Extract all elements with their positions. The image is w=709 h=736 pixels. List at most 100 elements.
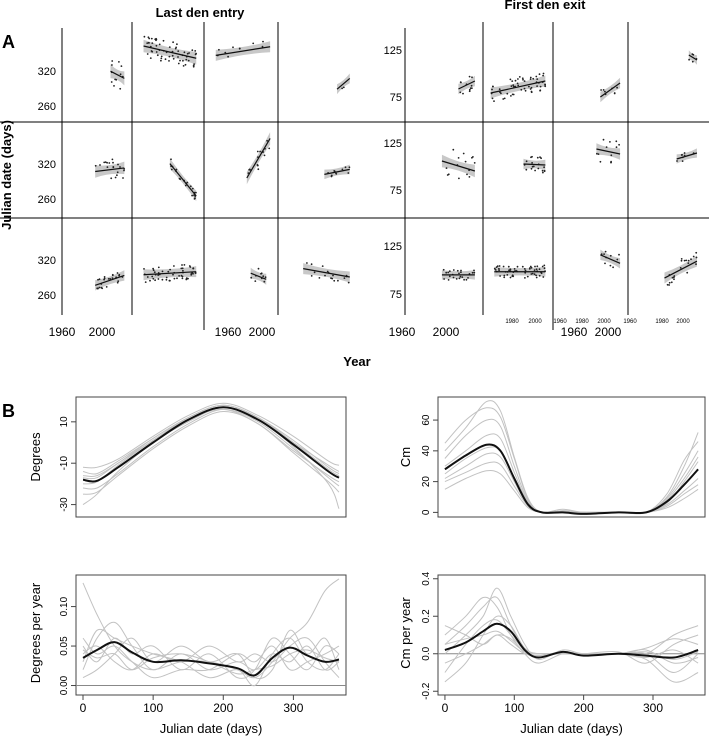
b4-ytick-label-1: 0.2 bbox=[421, 609, 432, 623]
a-entry-point-8-21 bbox=[96, 287, 99, 290]
a-entry-point-1-22 bbox=[193, 63, 196, 65]
a-entry-point-1-37 bbox=[188, 52, 191, 54]
a-entry-point-1-36 bbox=[158, 43, 161, 46]
a-entry-point-1-29 bbox=[151, 50, 154, 53]
b4-xtick-label-2: 200 bbox=[574, 701, 594, 715]
a-entry-point-1-57 bbox=[191, 49, 194, 52]
a-entry-point-9-30 bbox=[152, 269, 155, 272]
a-exit-trend-line-11 bbox=[664, 260, 698, 279]
a-entry-point-9-54 bbox=[168, 279, 171, 282]
a-exit-point-11-15 bbox=[671, 276, 674, 279]
a-entry-point-9-6 bbox=[176, 277, 178, 280]
a-entry-point-6-6 bbox=[248, 168, 251, 171]
a-exit-point-11-6 bbox=[686, 271, 689, 274]
a-entry-point-9-41 bbox=[192, 272, 194, 275]
b1-gray-series-7 bbox=[82, 404, 340, 480]
a-exit-point-9-13 bbox=[516, 265, 519, 268]
a-entry-point-9-12 bbox=[151, 275, 154, 278]
a-entry-point-11-2 bbox=[333, 279, 336, 282]
b1-gray-series-3 bbox=[82, 402, 340, 469]
a-entry-trend-line-5 bbox=[169, 163, 197, 197]
title-first-den-exit: First den exit bbox=[505, 0, 587, 12]
a-entry-point-1-21 bbox=[143, 35, 146, 38]
a-exit-point-6-1 bbox=[597, 153, 600, 156]
a-exit-point-1-34 bbox=[538, 73, 541, 76]
a-exit-point-1-21 bbox=[511, 80, 514, 82]
a-exit-point-8-17 bbox=[459, 275, 462, 278]
a-exit-point-11-7 bbox=[695, 263, 697, 265]
a-minor-xtick-3: 1960 bbox=[553, 319, 567, 325]
a-exit-point-9-11 bbox=[524, 271, 527, 274]
a-entry-point-1-10 bbox=[177, 62, 180, 65]
a-entry-point-4-7 bbox=[106, 166, 109, 169]
a-exit-point-0-2 bbox=[468, 75, 471, 78]
a-entry-point-10-6 bbox=[262, 275, 265, 278]
title-last-den-entry: Last den entry bbox=[156, 5, 246, 20]
a-entry-ytick-r2-260: 260 bbox=[38, 290, 56, 302]
a-entry-trend-line-0 bbox=[110, 70, 125, 79]
a-exit-point-1-27 bbox=[512, 85, 515, 88]
a-entry-ytick-r2-320: 320 bbox=[38, 255, 56, 267]
a-exit-point-2-7 bbox=[616, 86, 618, 89]
a-exit-point-8-1 bbox=[458, 272, 460, 275]
b4-xtick-label-0: 0 bbox=[442, 701, 449, 715]
a-entry-point-5-3 bbox=[189, 185, 192, 188]
a-exit-point-3-2 bbox=[692, 53, 695, 56]
a-entry-point-5-12 bbox=[175, 168, 178, 171]
a-entry-point-9-0 bbox=[181, 277, 184, 280]
a-exit-point-9-7 bbox=[524, 269, 527, 272]
a-entry-point-1-44 bbox=[183, 51, 186, 54]
a-entry-point-4-4 bbox=[103, 161, 106, 164]
b4-gray-series-2 bbox=[444, 634, 699, 664]
a-entry-trend-line-9 bbox=[143, 271, 197, 276]
a-entry-point-1-9 bbox=[164, 58, 167, 61]
a-exit-point-9-4 bbox=[536, 265, 539, 268]
a-entry-point-1-3 bbox=[172, 41, 175, 44]
a-entry-point-3-1 bbox=[342, 86, 345, 89]
a-entry-point-1-4 bbox=[176, 43, 178, 46]
a-entry-point-10-1 bbox=[250, 276, 253, 279]
a-entry-point-4-8 bbox=[110, 177, 113, 180]
a-exit-point-9-14 bbox=[534, 265, 536, 268]
a-exit-point-9-41 bbox=[498, 265, 501, 267]
a-entry-point-1-52 bbox=[182, 65, 185, 67]
a-exit-point-0-1 bbox=[470, 84, 473, 87]
a-exit-trend-line-6 bbox=[596, 148, 621, 155]
a-entry-point-4-11 bbox=[99, 164, 101, 166]
a-exit-point-5-3 bbox=[536, 156, 539, 159]
a-entry-point-1-46 bbox=[147, 41, 150, 44]
b4-plot-frame bbox=[437, 574, 706, 696]
b4-gray-series-7 bbox=[444, 630, 699, 660]
b1-gray-series-5 bbox=[82, 404, 340, 475]
a-entry-point-8-14 bbox=[98, 278, 101, 281]
b1-mean-series bbox=[82, 406, 340, 483]
a-exit-point-9-29 bbox=[541, 265, 544, 268]
a-entry-point-8-18 bbox=[111, 277, 114, 279]
a-entry-point-1-26 bbox=[182, 59, 184, 62]
a-minor-xtick-8: 2000 bbox=[676, 319, 690, 325]
a-entry-point-10-7 bbox=[257, 267, 260, 270]
b2-ytick-label-3: 0 bbox=[421, 509, 432, 515]
a-entry-point-6-2 bbox=[266, 139, 268, 142]
a-exit-point-9-18 bbox=[530, 273, 533, 275]
a-entry-ytick-r0-320: 320 bbox=[38, 66, 56, 78]
a-entry-point-9-43 bbox=[181, 264, 183, 266]
a-exit-point-9-39 bbox=[543, 264, 546, 267]
a-entry-point-10-5 bbox=[254, 280, 257, 282]
a-exit-point-8-21 bbox=[455, 278, 458, 280]
a-entry-trend-line-6 bbox=[246, 138, 271, 179]
a-entry-point-4-3 bbox=[108, 162, 111, 164]
a-exit-point-9-3 bbox=[538, 268, 541, 271]
a-entry-point-4-12 bbox=[94, 164, 97, 167]
a-exit-point-1-19 bbox=[509, 78, 512, 81]
a-exit-trend-line-2 bbox=[600, 82, 621, 98]
a-entry-point-1-20 bbox=[171, 54, 174, 57]
a-exit-point-9-45 bbox=[506, 274, 509, 276]
a-exit-point-1-14 bbox=[492, 85, 494, 88]
a-exit-point-11-1 bbox=[668, 281, 671, 284]
a-exit-point-1-16 bbox=[516, 82, 519, 85]
a-exit-point-8-20 bbox=[448, 270, 451, 273]
a-exit-point-11-14 bbox=[695, 256, 698, 259]
a-entry-point-9-53 bbox=[178, 275, 181, 277]
a-entry-point-7-8 bbox=[341, 168, 344, 171]
